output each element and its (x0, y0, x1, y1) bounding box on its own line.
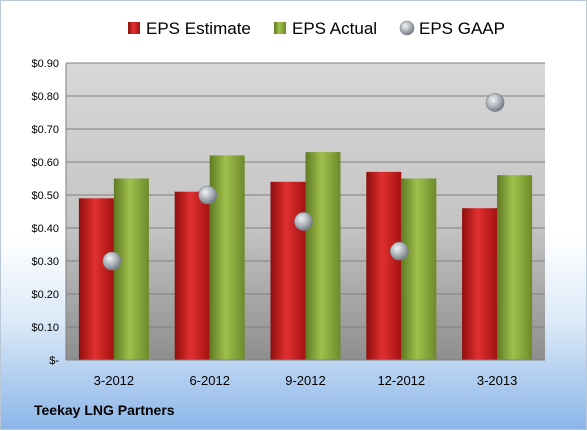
legend-eps-actual-label: EPS Actual (292, 19, 377, 38)
y-tick-label: $0.10 (31, 322, 59, 334)
eps-gaap-point (198, 185, 217, 205)
eps-actual-bar (401, 178, 437, 360)
y-tick-label: $- (49, 355, 59, 367)
eps-estimate-bar (462, 208, 498, 360)
eps-estimate-bar (78, 198, 114, 360)
eps-gaap-point (102, 251, 122, 271)
eps-gaap-point (389, 241, 409, 261)
x-tick-label: 9-2012 (285, 373, 325, 388)
y-tick-label: $0.40 (31, 223, 59, 235)
y-tick-label: $0.80 (31, 91, 59, 103)
legend-eps-actual-swatch (274, 22, 286, 34)
eps-actual-bar (209, 155, 245, 360)
eps-gaap-point (485, 93, 505, 112)
x-tick-label: 3-2012 (94, 373, 134, 388)
eps-actual-bar (497, 175, 533, 360)
y-tick-label: $0.50 (31, 190, 59, 202)
y-tick-label: $0.20 (31, 289, 59, 301)
company-name: Teekay LNG Partners (34, 402, 175, 418)
x-tick-label: 6-2012 (189, 373, 229, 388)
x-tick-label: 3-2013 (477, 373, 517, 388)
y-tick-label: $0.60 (31, 157, 59, 169)
legend-eps-estimate-swatch (128, 22, 140, 34)
y-tick-label: $0.70 (31, 124, 59, 136)
eps-actual-bar (305, 152, 341, 360)
legend-eps-gaap-swatch (399, 20, 415, 36)
legend-eps-gaap-label: EPS GAAP (419, 19, 505, 38)
eps-estimate-bar (366, 171, 402, 360)
y-tick-label: $0.30 (31, 256, 59, 268)
eps-gaap-point (294, 212, 313, 231)
y-tick-label: $0.90 (31, 58, 59, 70)
x-tick-label: 12-2012 (377, 373, 425, 388)
eps-estimate-bar (174, 191, 210, 360)
eps-estimate-bar (270, 181, 306, 360)
eps-actual-bar (113, 178, 149, 360)
legend-eps-estimate-label: EPS Estimate (146, 19, 251, 38)
